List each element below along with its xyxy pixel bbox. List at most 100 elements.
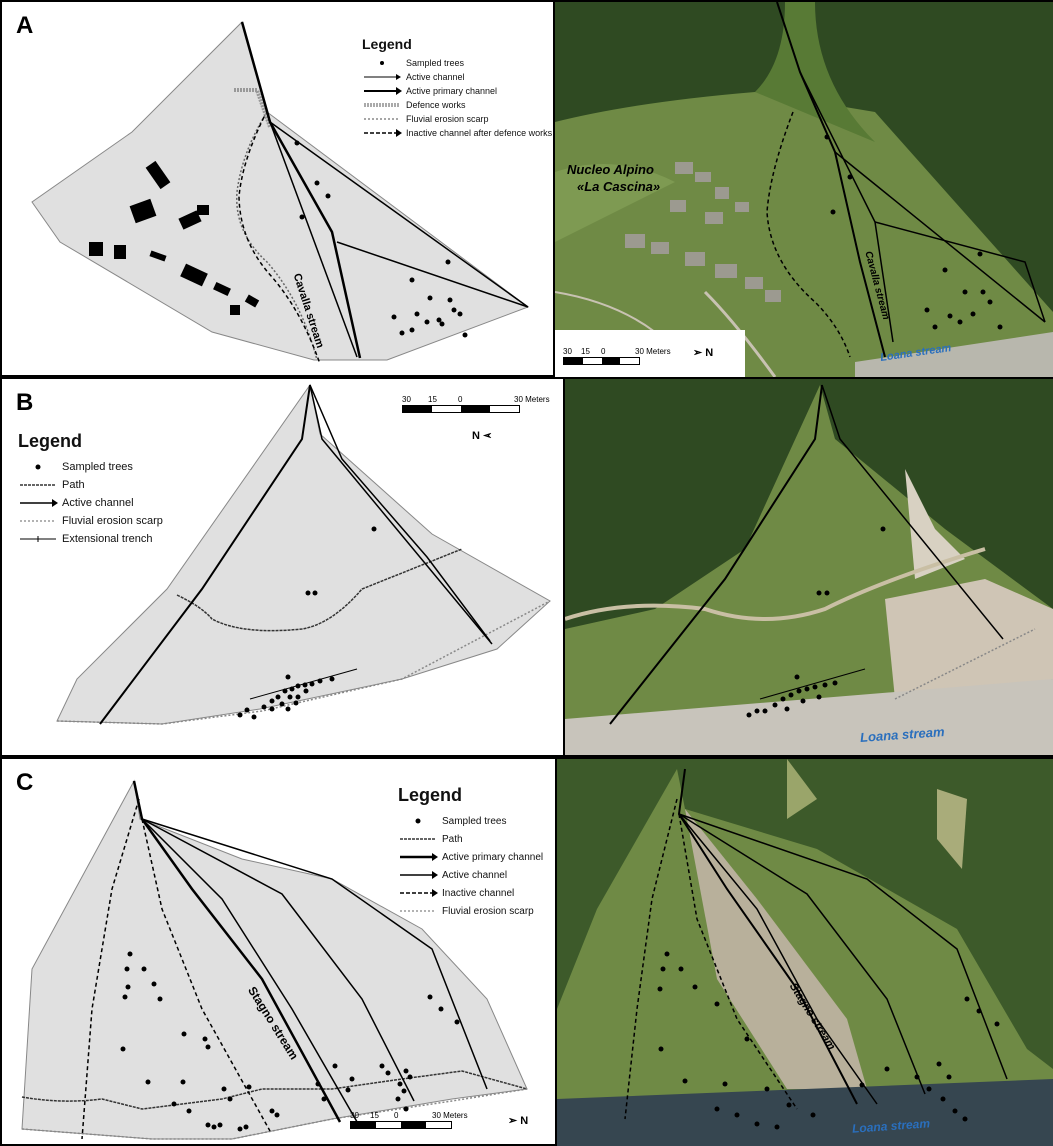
alluvial-fan [31, 21, 530, 361]
legend-item: Active channel [362, 70, 552, 84]
active-primary-channel [240, 21, 362, 359]
panel-letter: A [16, 12, 34, 39]
arrow-symbol [398, 852, 438, 862]
north-label: N [705, 347, 714, 359]
north-arrow: ➢ N [693, 346, 713, 359]
active-channel [269, 121, 358, 358]
active-channel [141, 818, 488, 1090]
dot-symbol [362, 58, 402, 68]
scarp-symbol [398, 906, 438, 916]
legend-label: Fluvial erosion scarp [442, 905, 534, 917]
trench-symbol [18, 534, 58, 544]
scale-tick: 30 [350, 1111, 359, 1120]
dashed-arrow-symbol [362, 128, 402, 138]
dashed-arrow-symbol [398, 888, 438, 898]
north-label: N [520, 1115, 529, 1127]
legend-label: Fluvial erosion scarp [62, 515, 163, 527]
legend-item: Path [18, 476, 163, 494]
scale-tick: 30 [402, 395, 411, 404]
legend: Legend Sampled trees Active channel Acti… [362, 36, 552, 140]
arrow-symbol [398, 870, 438, 880]
legend-label: Inactive channel [442, 887, 515, 899]
fan-map-a [31, 21, 530, 365]
legend: Legend Sampled trees Path Active channel… [18, 431, 163, 548]
active-channel [309, 384, 493, 645]
legend-label: Active primary channel [406, 86, 498, 96]
dot-symbol [398, 816, 438, 826]
active-primary-channel [132, 780, 342, 1123]
legend-label: Sampled trees [406, 58, 465, 68]
defence-symbol [362, 100, 402, 110]
buildings [89, 160, 260, 315]
scale-tick: 30 Meters [514, 395, 550, 404]
legend-title: Legend [362, 36, 412, 52]
scale-tick: 30 Meters [635, 347, 671, 356]
legend-item: Active channel [398, 866, 543, 884]
scale-bar: 30 15 0 30 Meters [563, 347, 703, 365]
legend-item: Extensional trench [18, 530, 163, 548]
active-channel [336, 241, 529, 308]
aerial-photo-b: Loana stream [565, 379, 1053, 755]
legend-label: Active channel [62, 497, 134, 509]
active-channel [99, 384, 311, 725]
north-arrow-icon: ➢ [693, 347, 703, 359]
legend-label: Active primary channel [442, 851, 544, 863]
active-channel [141, 818, 361, 1128]
arrow-symbol [18, 498, 58, 508]
defence-works [234, 88, 272, 128]
arrow-symbol [362, 72, 402, 82]
aerial-photo-c: Stagno stream Loana stream [557, 759, 1053, 1146]
legend-item: Active primary channel [398, 848, 543, 866]
dot-symbol [18, 462, 58, 472]
scale-tick: 0 [458, 395, 463, 404]
active-channel [269, 121, 529, 308]
legend-item: Fluvial erosion scarp [18, 512, 163, 530]
inactive-channel [141, 818, 271, 1132]
divider [553, 2, 555, 375]
inactive-channel [81, 798, 140, 1140]
sampled-trees [294, 140, 468, 338]
legend-item: Inactive channel [398, 884, 543, 902]
panel-letter: B [16, 389, 34, 416]
divider [563, 379, 565, 755]
scale-tick: 15 [581, 347, 590, 356]
path-symbol [18, 480, 58, 490]
fan-map-b [56, 383, 551, 725]
legend-item: Sampled trees [18, 458, 163, 476]
place-label: «La Cascina» [577, 179, 661, 194]
panel-a: A [0, 0, 1053, 377]
erosion-scarp [21, 1088, 528, 1140]
scale-tick: 0 [601, 347, 606, 356]
scale-bar: 30 15 0 30 Meters [350, 1111, 500, 1129]
legend-item: Active primary channel [362, 84, 552, 98]
divider [555, 759, 557, 1144]
fan-map-c [21, 779, 528, 1140]
legend-label: Sampled trees [442, 815, 507, 827]
legend-item: Defence works [362, 98, 552, 112]
north-arrow: ➢ N [508, 1114, 528, 1127]
erosion-scarp [56, 600, 551, 725]
scarp-symbol [362, 114, 402, 124]
legend-label: Extensional trench [62, 533, 153, 545]
legend-item: Fluvial erosion scarp [398, 902, 543, 920]
legend-title: Legend [18, 431, 83, 451]
legend-item: Sampled trees [362, 56, 552, 70]
north-arrow-icon: ➢ [508, 1115, 518, 1127]
scale-tick: 15 [370, 1111, 379, 1120]
alluvial-fan [56, 383, 551, 725]
legend-item: Path [398, 830, 543, 848]
sampled-trees [120, 951, 460, 1132]
scale-tick: 15 [428, 395, 437, 404]
path [21, 1070, 528, 1110]
scarp-symbol [18, 516, 58, 526]
scale-tick: 30 [563, 347, 572, 356]
scale-bar: 30 15 0 30 Meters [402, 395, 552, 413]
path-symbol [398, 834, 438, 844]
legend-label: Path [442, 833, 463, 845]
scale-tick: 0 [394, 1111, 399, 1120]
north-arrow: N ➢ [472, 429, 492, 442]
legend-label: Active channel [442, 869, 508, 881]
legend-label: Defence works [406, 100, 466, 110]
legend-title: Legend [398, 785, 463, 805]
arrow-symbol [362, 86, 402, 96]
